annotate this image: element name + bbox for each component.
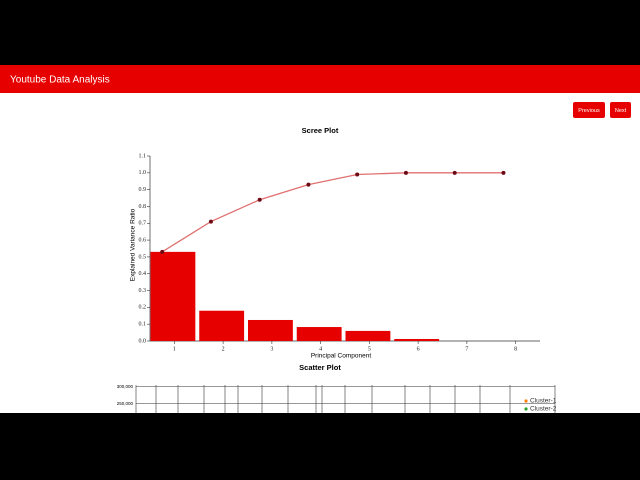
x-tick-label: 7 [465, 346, 468, 352]
y-tick-label: 300,000 [117, 384, 134, 389]
legend-label: Cluster-1 [530, 398, 557, 405]
next-button[interactable] [610, 102, 631, 118]
header-title: Youtube Data Analysis [10, 75, 110, 86]
app-canvas: Youtube Data Analysis Previous Next Scre… [0, 65, 640, 413]
scree-y-label: Explained Variance Ratio [130, 208, 137, 281]
bar [199, 310, 245, 341]
bar [248, 319, 293, 341]
y-tick-label: 0.3 [139, 288, 147, 294]
scree-x-label: Principal Component [311, 353, 372, 360]
x-tick-label: 1 [173, 346, 176, 352]
cumulative-point [306, 182, 311, 187]
y-tick-label: 0.4 [139, 271, 147, 277]
scatter-title: Scatter Plot [299, 363, 341, 372]
x-tick-label: 4 [319, 346, 322, 352]
scree-title: Scree Plot [302, 126, 339, 135]
y-tick-label: 0.6 [139, 237, 147, 243]
cumulative-point [355, 172, 360, 177]
legend-swatch [524, 399, 528, 403]
cumulative-point [452, 170, 457, 175]
header-bar [0, 65, 640, 93]
y-tick-label: 0.5 [139, 254, 147, 260]
y-tick-label: 1.1 [139, 153, 147, 159]
x-tick-label: 8 [514, 346, 517, 352]
app-window: Youtube Data Analysis Previous Next Scre… [0, 65, 640, 413]
bar [296, 327, 342, 341]
y-tick-label: 0.1 [139, 322, 147, 328]
legend-label: Cluster-2 [530, 406, 557, 413]
y-tick-label: 0.0 [139, 338, 147, 344]
cumulative-point [208, 219, 213, 224]
y-tick-label: 250,000 [117, 401, 134, 406]
cumulative-line [161, 172, 504, 253]
x-tick-label: 3 [270, 346, 273, 352]
x-tick-label: 6 [417, 346, 420, 352]
bar [394, 338, 440, 341]
previous-button-label[interactable]: Previous [578, 108, 600, 114]
x-tick-label: 5 [368, 346, 371, 352]
cumulative-point [257, 197, 262, 202]
scatter-frame [135, 385, 556, 413]
legend-swatch [524, 407, 528, 411]
cumulative-point [403, 170, 408, 175]
y-tick-label: 0.2 [139, 305, 147, 311]
previous-button[interactable] [573, 102, 605, 118]
y-tick-label: 0.8 [139, 204, 147, 210]
next-button-label[interactable]: Next [615, 108, 627, 114]
bar [345, 330, 391, 341]
x-tick-label: 2 [222, 346, 225, 352]
y-tick-label: 0.7 [139, 221, 147, 227]
y-tick-label: 0.9 [139, 187, 147, 193]
bar [150, 251, 196, 341]
y-tick-label: 1.0 [139, 170, 147, 176]
cumulative-point [160, 249, 165, 254]
cumulative-point [501, 170, 506, 175]
